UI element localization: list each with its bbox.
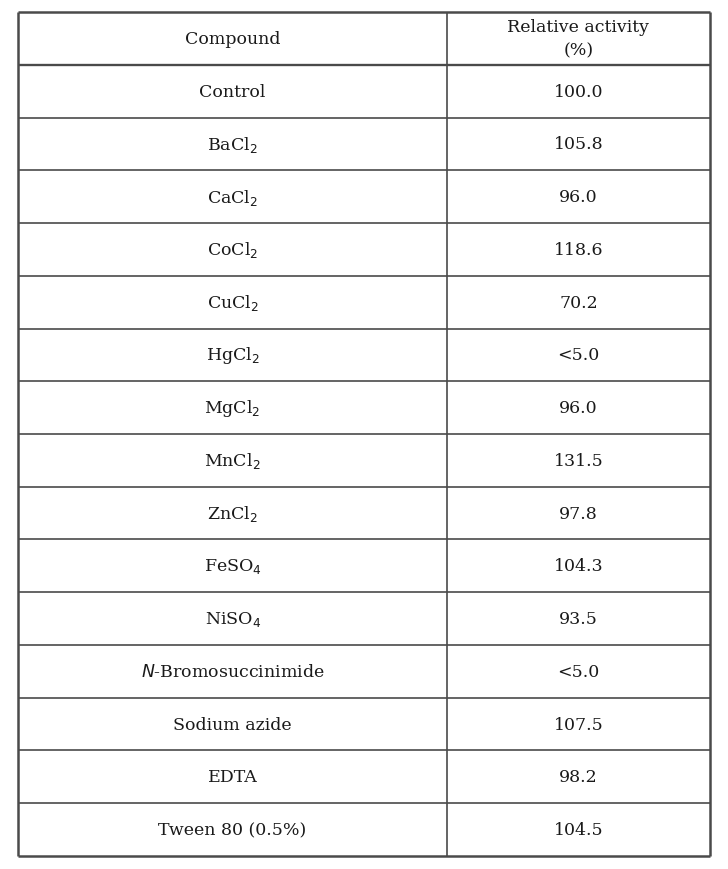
Text: BaCl$_2$: BaCl$_2$ bbox=[207, 135, 258, 155]
Text: Compound: Compound bbox=[185, 31, 280, 48]
Text: FeSO$_4$: FeSO$_4$ bbox=[204, 557, 261, 575]
Text: HgCl$_2$: HgCl$_2$ bbox=[206, 345, 259, 366]
Text: 118.6: 118.6 bbox=[554, 242, 603, 259]
Text: 97.8: 97.8 bbox=[559, 505, 598, 522]
Text: CuCl$_2$: CuCl$_2$ bbox=[207, 293, 258, 313]
Text: Relative activity
(%): Relative activity (%) bbox=[507, 19, 649, 60]
Text: 105.8: 105.8 bbox=[553, 136, 604, 153]
Text: <5.0: <5.0 bbox=[557, 663, 600, 680]
Text: 107.5: 107.5 bbox=[553, 716, 604, 733]
Text: 104.3: 104.3 bbox=[553, 558, 604, 574]
Text: 96.0: 96.0 bbox=[559, 400, 598, 416]
Text: 98.2: 98.2 bbox=[559, 768, 598, 786]
Text: CaCl$_2$: CaCl$_2$ bbox=[207, 188, 258, 208]
Text: 96.0: 96.0 bbox=[559, 189, 598, 206]
Text: NiSO$_4$: NiSO$_4$ bbox=[205, 609, 261, 628]
Text: ZnCl$_2$: ZnCl$_2$ bbox=[207, 503, 258, 523]
Text: Tween 80 (0.5%): Tween 80 (0.5%) bbox=[159, 821, 306, 838]
Text: Control: Control bbox=[199, 83, 266, 101]
Text: 93.5: 93.5 bbox=[559, 610, 598, 627]
Text: 100.0: 100.0 bbox=[554, 83, 603, 101]
Text: 131.5: 131.5 bbox=[553, 453, 604, 469]
Text: 104.5: 104.5 bbox=[553, 821, 604, 838]
Text: MnCl$_2$: MnCl$_2$ bbox=[205, 451, 261, 471]
Text: <5.0: <5.0 bbox=[557, 347, 600, 364]
Text: $N$-Bromosuccinimide: $N$-Bromosuccinimide bbox=[141, 663, 325, 680]
Text: CoCl$_2$: CoCl$_2$ bbox=[207, 240, 258, 260]
Text: MgCl$_2$: MgCl$_2$ bbox=[205, 398, 261, 419]
Text: 70.2: 70.2 bbox=[559, 295, 598, 311]
Text: Sodium azide: Sodium azide bbox=[173, 716, 292, 733]
Text: EDTA: EDTA bbox=[207, 768, 258, 786]
